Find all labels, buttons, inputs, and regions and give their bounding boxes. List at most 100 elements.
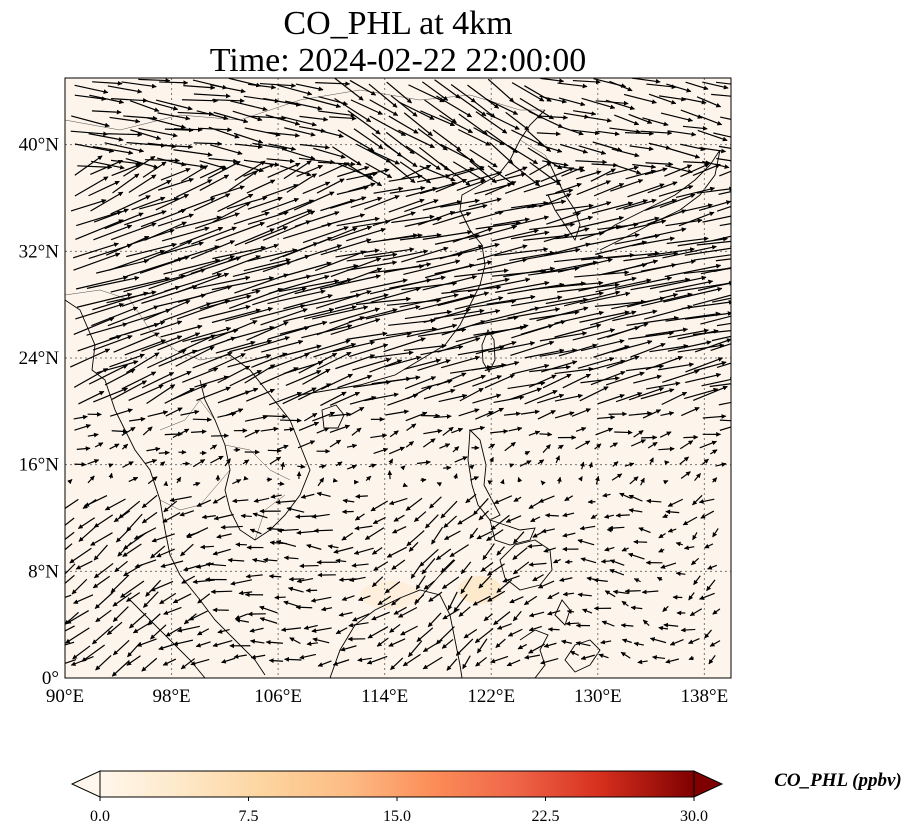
wind-arrow xyxy=(132,623,149,634)
wind-arrow xyxy=(651,655,666,660)
wind-arrow xyxy=(405,411,428,422)
wind-arrow xyxy=(109,443,120,450)
wind-arrow xyxy=(403,343,447,352)
wind-arrow xyxy=(317,660,332,667)
wind-arrow xyxy=(211,255,261,275)
wind-arrow xyxy=(662,369,700,383)
wind-arrow xyxy=(593,577,608,583)
lon-tick-label: 106°E xyxy=(254,686,302,707)
wind-arrow xyxy=(91,306,139,327)
wind-arrow xyxy=(528,430,541,436)
wind-arrow xyxy=(469,425,486,432)
lat-tick-label: 0° xyxy=(42,668,59,689)
wind-arrow xyxy=(177,285,233,303)
wind-arrow xyxy=(656,576,663,582)
wind-arrow xyxy=(332,477,338,483)
wind-arrow xyxy=(302,368,331,385)
wind-arrow xyxy=(463,628,478,639)
wind-arrow xyxy=(244,429,260,438)
wind-arrow xyxy=(70,348,111,368)
wind-arrow xyxy=(157,332,201,351)
wind-arrow xyxy=(719,426,731,431)
wind-arrow xyxy=(75,219,124,240)
wind-arrow xyxy=(684,387,719,400)
wind-arrow xyxy=(312,637,330,644)
wind-arrow xyxy=(625,364,665,372)
wind-arrow xyxy=(106,621,123,636)
coastlines xyxy=(65,109,721,678)
wind-arrow xyxy=(147,613,161,626)
wind-arrow xyxy=(104,212,144,230)
wind-arrow xyxy=(196,386,231,401)
wind-arrow xyxy=(163,258,221,275)
wind-arrow xyxy=(414,594,425,604)
wind-arrow xyxy=(629,476,639,485)
wind-arrow xyxy=(286,506,305,513)
lon-tick-label: 90°E xyxy=(46,686,84,707)
wind-arrow xyxy=(175,215,222,230)
wind-arrow xyxy=(74,424,91,431)
wind-arrow xyxy=(334,293,389,310)
wind-arrow xyxy=(205,562,227,567)
wind-arrow xyxy=(385,326,437,337)
wind-arrow xyxy=(682,516,698,526)
wind-arrow xyxy=(192,459,206,468)
wind-arrow xyxy=(163,500,178,513)
wind-arrow xyxy=(212,245,266,260)
wind-arrow xyxy=(628,330,675,340)
wind-arrow xyxy=(304,339,351,355)
wind-arrow xyxy=(70,199,107,212)
wind-arrow xyxy=(244,364,276,384)
wind-arrow xyxy=(346,252,398,262)
coastline-japan xyxy=(599,149,721,251)
lon-tick-label: 114°E xyxy=(361,686,408,707)
wind-arrow xyxy=(680,627,696,633)
border-line xyxy=(65,89,545,131)
wind-arrow xyxy=(157,213,194,227)
wind-arrow xyxy=(278,444,289,450)
coastline-taiwan xyxy=(481,328,496,373)
wind-arrow xyxy=(164,272,222,292)
wind-arrow xyxy=(75,560,93,570)
wind-arrow xyxy=(78,390,105,405)
colorbar-label: CO_PHL (ppbv) xyxy=(774,770,902,791)
wind-arrow xyxy=(594,299,646,307)
wind-arrow xyxy=(124,257,184,278)
wind-arrow xyxy=(593,345,630,358)
wind-arrow xyxy=(490,429,509,434)
wind-arrow xyxy=(94,442,104,448)
wind-arrow xyxy=(311,627,332,633)
wind-arrow xyxy=(388,497,408,506)
wind-arrow xyxy=(104,498,126,511)
wind-arrow xyxy=(509,463,515,468)
wind-arrow xyxy=(392,526,407,534)
wind-arrow xyxy=(121,426,136,436)
wind-arrow xyxy=(602,492,611,498)
wind-arrow xyxy=(94,591,114,609)
wind-arrow xyxy=(377,595,392,606)
wind-arrow xyxy=(174,245,220,262)
wind-arrow xyxy=(108,463,114,468)
wind-arrow xyxy=(641,435,658,440)
wind-arrow xyxy=(557,215,594,227)
wind-arrow xyxy=(86,322,128,336)
wind-arrow xyxy=(227,557,245,563)
wind-arrow xyxy=(199,294,252,310)
colorbar-tick-label: 22.5 xyxy=(532,808,560,825)
wind-arrow xyxy=(332,659,350,666)
wind-arrow xyxy=(564,495,574,502)
wind-arrow xyxy=(657,362,695,371)
wind-arrow xyxy=(537,410,556,420)
wind-arrow xyxy=(547,610,561,616)
wind-arrow xyxy=(173,639,194,646)
wind-arrow xyxy=(230,579,253,586)
wind-arrow xyxy=(65,574,75,585)
wind-arrow xyxy=(476,244,528,261)
wind-arrow xyxy=(679,456,689,465)
wind-arrow xyxy=(178,334,216,353)
wind-arrow xyxy=(620,622,634,628)
wind-arrow xyxy=(693,385,728,401)
wind-arrow xyxy=(249,528,262,535)
wind-arrow xyxy=(681,407,700,417)
wind-arrow xyxy=(180,543,194,557)
